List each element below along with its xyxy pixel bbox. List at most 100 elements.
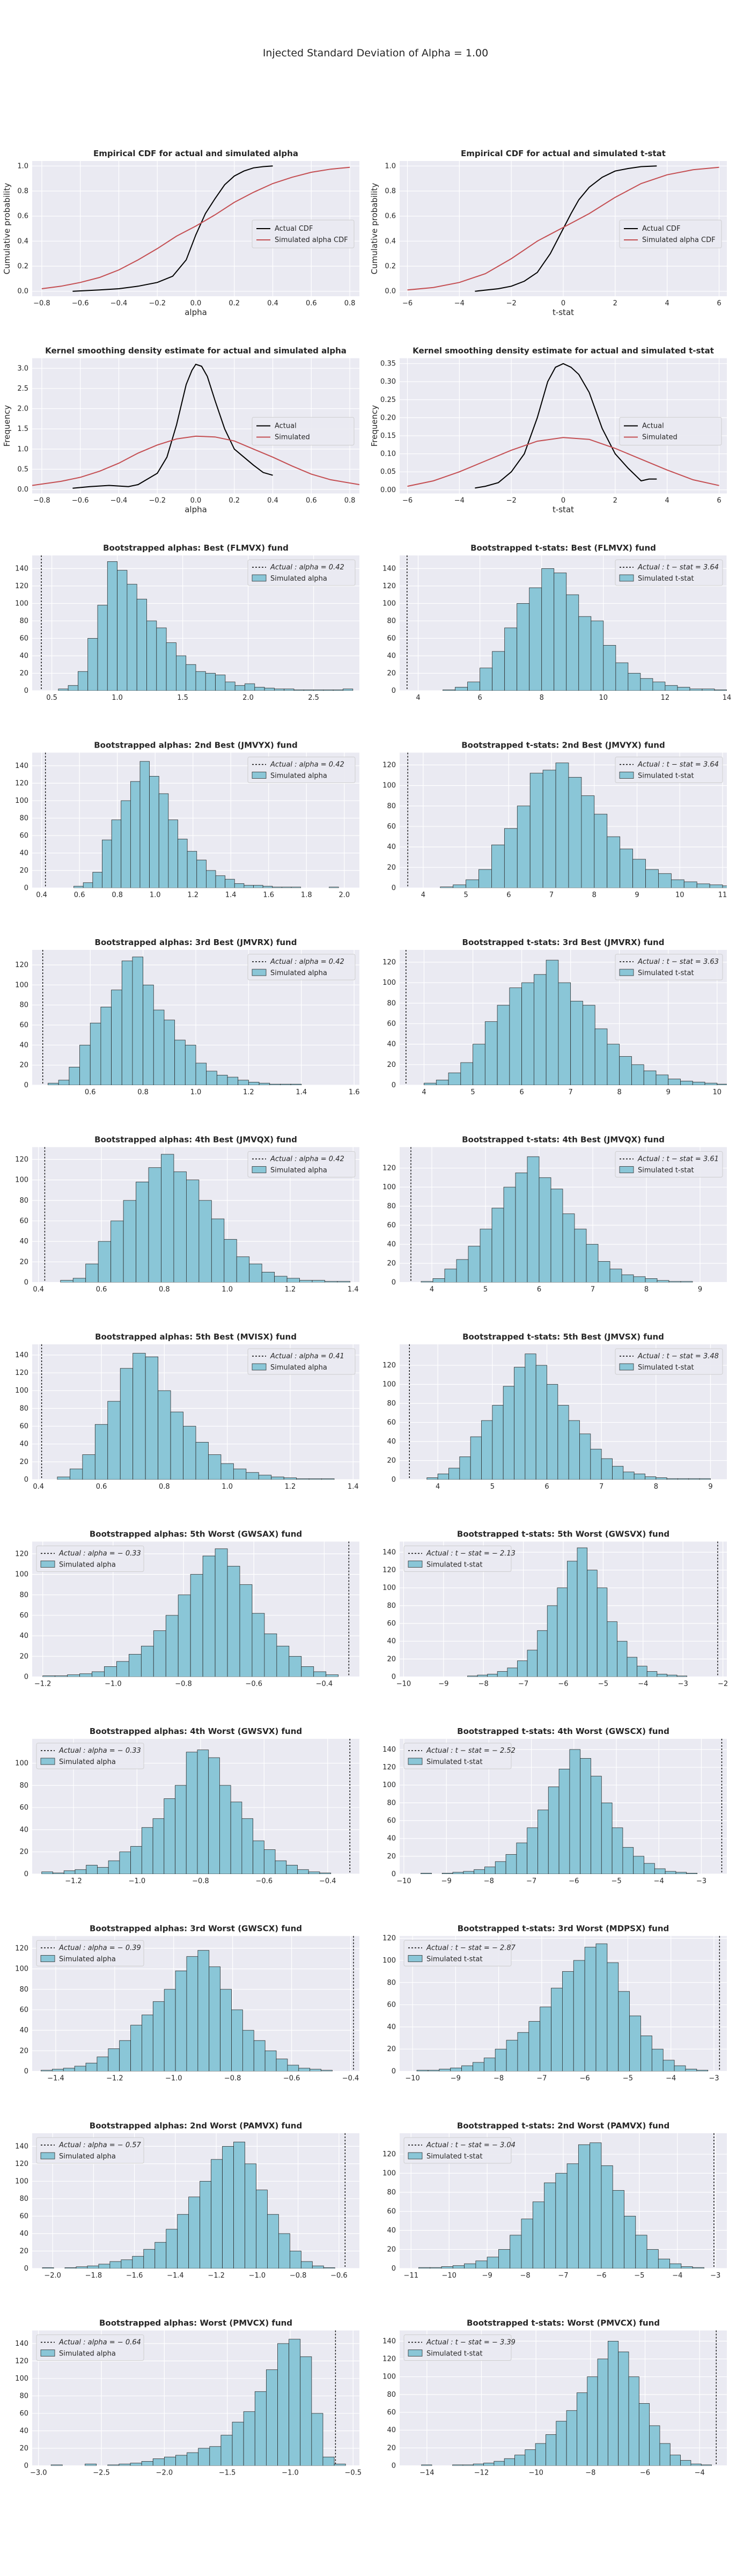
chart-panel-17: −1.2 −1.0 −0.8 −0.6 −0.4 0 20 40 60 80 100 Bootstra… bbox=[15, 1726, 359, 1885]
x-tick-label: −1.0 bbox=[105, 1680, 122, 1688]
x-tick-label: 7 bbox=[549, 891, 554, 899]
histogram-bar bbox=[525, 1353, 536, 1480]
histogram-bar bbox=[234, 685, 245, 691]
histogram-bar bbox=[177, 2214, 189, 2268]
histogram-bar bbox=[174, 1040, 186, 1085]
x-tick-label: −1.0 bbox=[165, 2075, 182, 2083]
histogram-bar bbox=[63, 1870, 76, 1874]
x-tick-label: 0.8 bbox=[112, 891, 123, 899]
x-tick-label: 0.5 bbox=[46, 694, 57, 702]
x-tick-label: 8 bbox=[592, 891, 597, 899]
histogram-bar bbox=[677, 687, 690, 691]
panel-title: Bootstrapped t-stats: Worst (PMVCX) fund bbox=[467, 2318, 660, 2328]
x-tick-label: −0.4 bbox=[111, 497, 128, 505]
x-tick-label: −10 bbox=[441, 2272, 456, 2280]
histogram-bar bbox=[310, 2069, 321, 2072]
histogram-bar bbox=[598, 1261, 610, 1283]
legend-box bbox=[619, 219, 722, 248]
y-tick-label: 120 bbox=[15, 1155, 28, 1163]
histogram-bar bbox=[209, 2446, 222, 2466]
histogram-bar bbox=[680, 1281, 693, 1283]
y-tick-label: 120 bbox=[15, 1944, 28, 1952]
x-tick-label: −0.6 bbox=[72, 497, 89, 505]
y-tick-label: 120 bbox=[382, 1567, 396, 1575]
x-tick-label: −0.8 bbox=[290, 2272, 307, 2280]
histogram-bar bbox=[566, 2410, 577, 2466]
histogram-bar bbox=[77, 671, 89, 691]
x-tick-label: −5 bbox=[634, 2272, 644, 2280]
y-tick-label: 0 bbox=[392, 1476, 396, 1484]
histogram-bar bbox=[227, 1565, 240, 1677]
histogram-bar bbox=[98, 2264, 111, 2268]
y-tick-label: 100 bbox=[15, 599, 28, 608]
histogram-bar bbox=[722, 885, 727, 888]
histogram-bar bbox=[303, 689, 314, 691]
legend-swatch bbox=[408, 1758, 423, 1765]
x-tick-label: −1.0 bbox=[129, 1877, 146, 1885]
legend-label: Simulated bbox=[275, 434, 310, 442]
histogram-bar bbox=[164, 1989, 176, 2072]
histogram-bar bbox=[321, 2070, 333, 2072]
histogram-bar bbox=[632, 859, 646, 888]
chart-panel-19: −1.4 −1.2 −1.0 −0.8 −0.6 −0.4 0 20 40 60 80 100 120 B… bbox=[15, 1924, 359, 2083]
x-tick-label: 0.8 bbox=[344, 299, 356, 308]
y-tick-label: 20 bbox=[387, 669, 396, 677]
histogram-bar bbox=[186, 664, 196, 691]
histogram-bar bbox=[142, 2015, 153, 2072]
legend-label: Actual : alpha = − 0.64 bbox=[58, 2339, 141, 2347]
histogram-bar bbox=[645, 869, 659, 888]
histogram-bar bbox=[141, 1645, 154, 1677]
histogram-bar bbox=[540, 2007, 551, 2072]
histogram-bar bbox=[640, 2036, 652, 2072]
histogram-bar bbox=[323, 2267, 335, 2268]
histogram-bar bbox=[538, 1810, 549, 1874]
legend-label: Simulated t-stat bbox=[638, 772, 694, 780]
x-tick-label: −5 bbox=[623, 2075, 633, 2083]
histogram-bar bbox=[637, 1666, 647, 1677]
y-tick-label: 40 bbox=[387, 2426, 396, 2434]
x-tick-label: 12 bbox=[661, 694, 670, 702]
y-tick-label: 0 bbox=[392, 1279, 396, 1287]
histogram-bar bbox=[108, 2048, 120, 2072]
x-tick-label: 1.6 bbox=[263, 891, 274, 899]
histogram-bar bbox=[301, 1666, 314, 1677]
histogram-bar bbox=[532, 2201, 544, 2268]
legend-swatch bbox=[408, 1955, 423, 1962]
histogram-bar bbox=[290, 1084, 302, 1085]
histogram-bar bbox=[312, 2265, 324, 2268]
histogram-bar bbox=[645, 1476, 657, 1480]
histogram-bar bbox=[195, 1063, 207, 1085]
legend-box bbox=[615, 559, 723, 586]
histogram-bar bbox=[337, 1281, 350, 1283]
histogram-bar bbox=[274, 689, 285, 691]
x-tick-label: −3 bbox=[709, 2075, 719, 2083]
histogram-bar bbox=[205, 673, 216, 691]
x-tick-label: −2.0 bbox=[44, 2272, 61, 2280]
histogram-bar bbox=[681, 2266, 693, 2268]
x-tick-label: −0.6 bbox=[283, 2075, 300, 2083]
y-tick-label: 80 bbox=[19, 1404, 28, 1413]
histogram-bar bbox=[276, 1645, 290, 1677]
y-tick-label: 1.0 bbox=[17, 162, 28, 170]
legend-swatch bbox=[408, 1561, 423, 1568]
histogram-bar bbox=[463, 1871, 475, 1874]
histogram-bar bbox=[617, 1641, 628, 1677]
histogram-bar bbox=[587, 2376, 598, 2466]
histogram-bar bbox=[509, 987, 522, 1085]
histogram-bar bbox=[735, 887, 748, 888]
y-tick-label: 60 bbox=[19, 1217, 28, 1225]
histogram-bar bbox=[441, 1872, 453, 1874]
y-axis-label: Frequency bbox=[2, 405, 12, 447]
histogram-bar bbox=[227, 1077, 239, 1085]
x-tick-label: −6 bbox=[596, 2272, 606, 2280]
histogram-bar bbox=[168, 819, 178, 888]
histogram-bar bbox=[669, 2455, 681, 2466]
histogram-bar bbox=[546, 2434, 557, 2466]
histogram-bar bbox=[669, 2263, 682, 2268]
histogram-bar bbox=[321, 1478, 335, 1480]
legend-box bbox=[36, 1546, 144, 1572]
chart-panel-6: 4 6 8 10 12 14020406080100120140Bootstrapped … bbox=[382, 543, 731, 702]
legend-label: Actual : t − stat = − 2.52 bbox=[426, 1747, 516, 1755]
histogram-bar bbox=[657, 1674, 667, 1677]
